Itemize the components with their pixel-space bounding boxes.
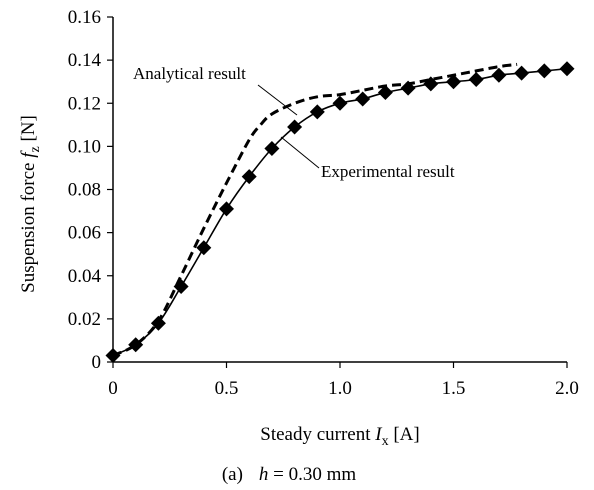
y-tick-label: 0.14 [68, 50, 102, 71]
x-tick-label: 0.5 [215, 378, 239, 399]
experimental-point [559, 61, 575, 77]
caption-value: = 0.30 mm [268, 464, 356, 485]
experimental-point [173, 279, 189, 295]
y-tick-labels: 0 0.02 0.04 0.06 0.08 0.10 0.12 0.14 0.16 [68, 7, 113, 373]
x-axis-title-suffix: [A] [389, 424, 420, 445]
experimental-point [241, 169, 257, 185]
x-tick-labels: 0 0.5 1.0 1.5 2.0 [108, 362, 579, 399]
series-layer [105, 61, 575, 364]
experimental-point [196, 240, 212, 256]
x-axis-title-prefix: Steady current [260, 424, 375, 445]
x-axis-title-var: I [374, 424, 383, 445]
y-axis-title-suffix: [N] [18, 115, 39, 146]
experimental-point [355, 91, 371, 107]
experimental-point [423, 76, 439, 92]
x-tick-label: 1.0 [328, 378, 352, 399]
y-axis-title: Suspension force fz [N] [18, 115, 43, 293]
experimental-point [468, 72, 484, 88]
experimental-point [264, 141, 280, 157]
experimental-point [287, 119, 303, 135]
experimental-point [128, 337, 144, 353]
annotation-analytical-pointer [257, 84, 298, 116]
annotation-experimental-pointer [280, 136, 320, 169]
experimental-point [105, 348, 121, 364]
experimental-point [150, 315, 166, 331]
experimental-point [309, 104, 325, 120]
x-axis-title-sub: x [382, 434, 389, 449]
experimental-point [400, 80, 416, 96]
x-tick-label: 0 [108, 378, 118, 399]
y-tick-label: 0.04 [68, 266, 102, 287]
experimental-point [219, 201, 234, 217]
y-tick-label: 0.06 [68, 223, 101, 244]
x-axis-title: Steady current Ix [A] [260, 424, 419, 449]
y-axis-title-var: f [18, 150, 39, 158]
experimental-point [446, 74, 461, 90]
y-tick-label: 0.02 [68, 309, 101, 330]
experimental-point [377, 84, 393, 100]
caption-var: h [259, 464, 269, 485]
experimental-point [514, 65, 530, 81]
experimental-point [332, 95, 348, 111]
annotation-experimental: Experimental result [321, 162, 455, 181]
experimental-point [536, 63, 552, 79]
x-tick-label: 1.5 [442, 378, 466, 399]
figure-caption: (a) h = 0.30 mm [222, 464, 357, 485]
series-experimental-line [112, 67, 568, 357]
y-axis-title-prefix: Suspension force [18, 158, 39, 293]
caption-label: (a) [222, 464, 243, 485]
series-analytical-line [112, 62, 518, 357]
y-tick-label: 0.08 [68, 180, 101, 201]
y-axis-title-sub: z [28, 146, 43, 152]
y-tick-label: 0.16 [68, 7, 101, 28]
experimental-point [491, 67, 507, 83]
x-tick-label: 2.0 [555, 378, 579, 399]
y-tick-label: 0 [92, 352, 102, 373]
y-tick-label: 0.12 [68, 93, 101, 114]
y-tick-label: 0.10 [68, 136, 101, 157]
annotation-analytical: Analytical result [133, 64, 246, 83]
